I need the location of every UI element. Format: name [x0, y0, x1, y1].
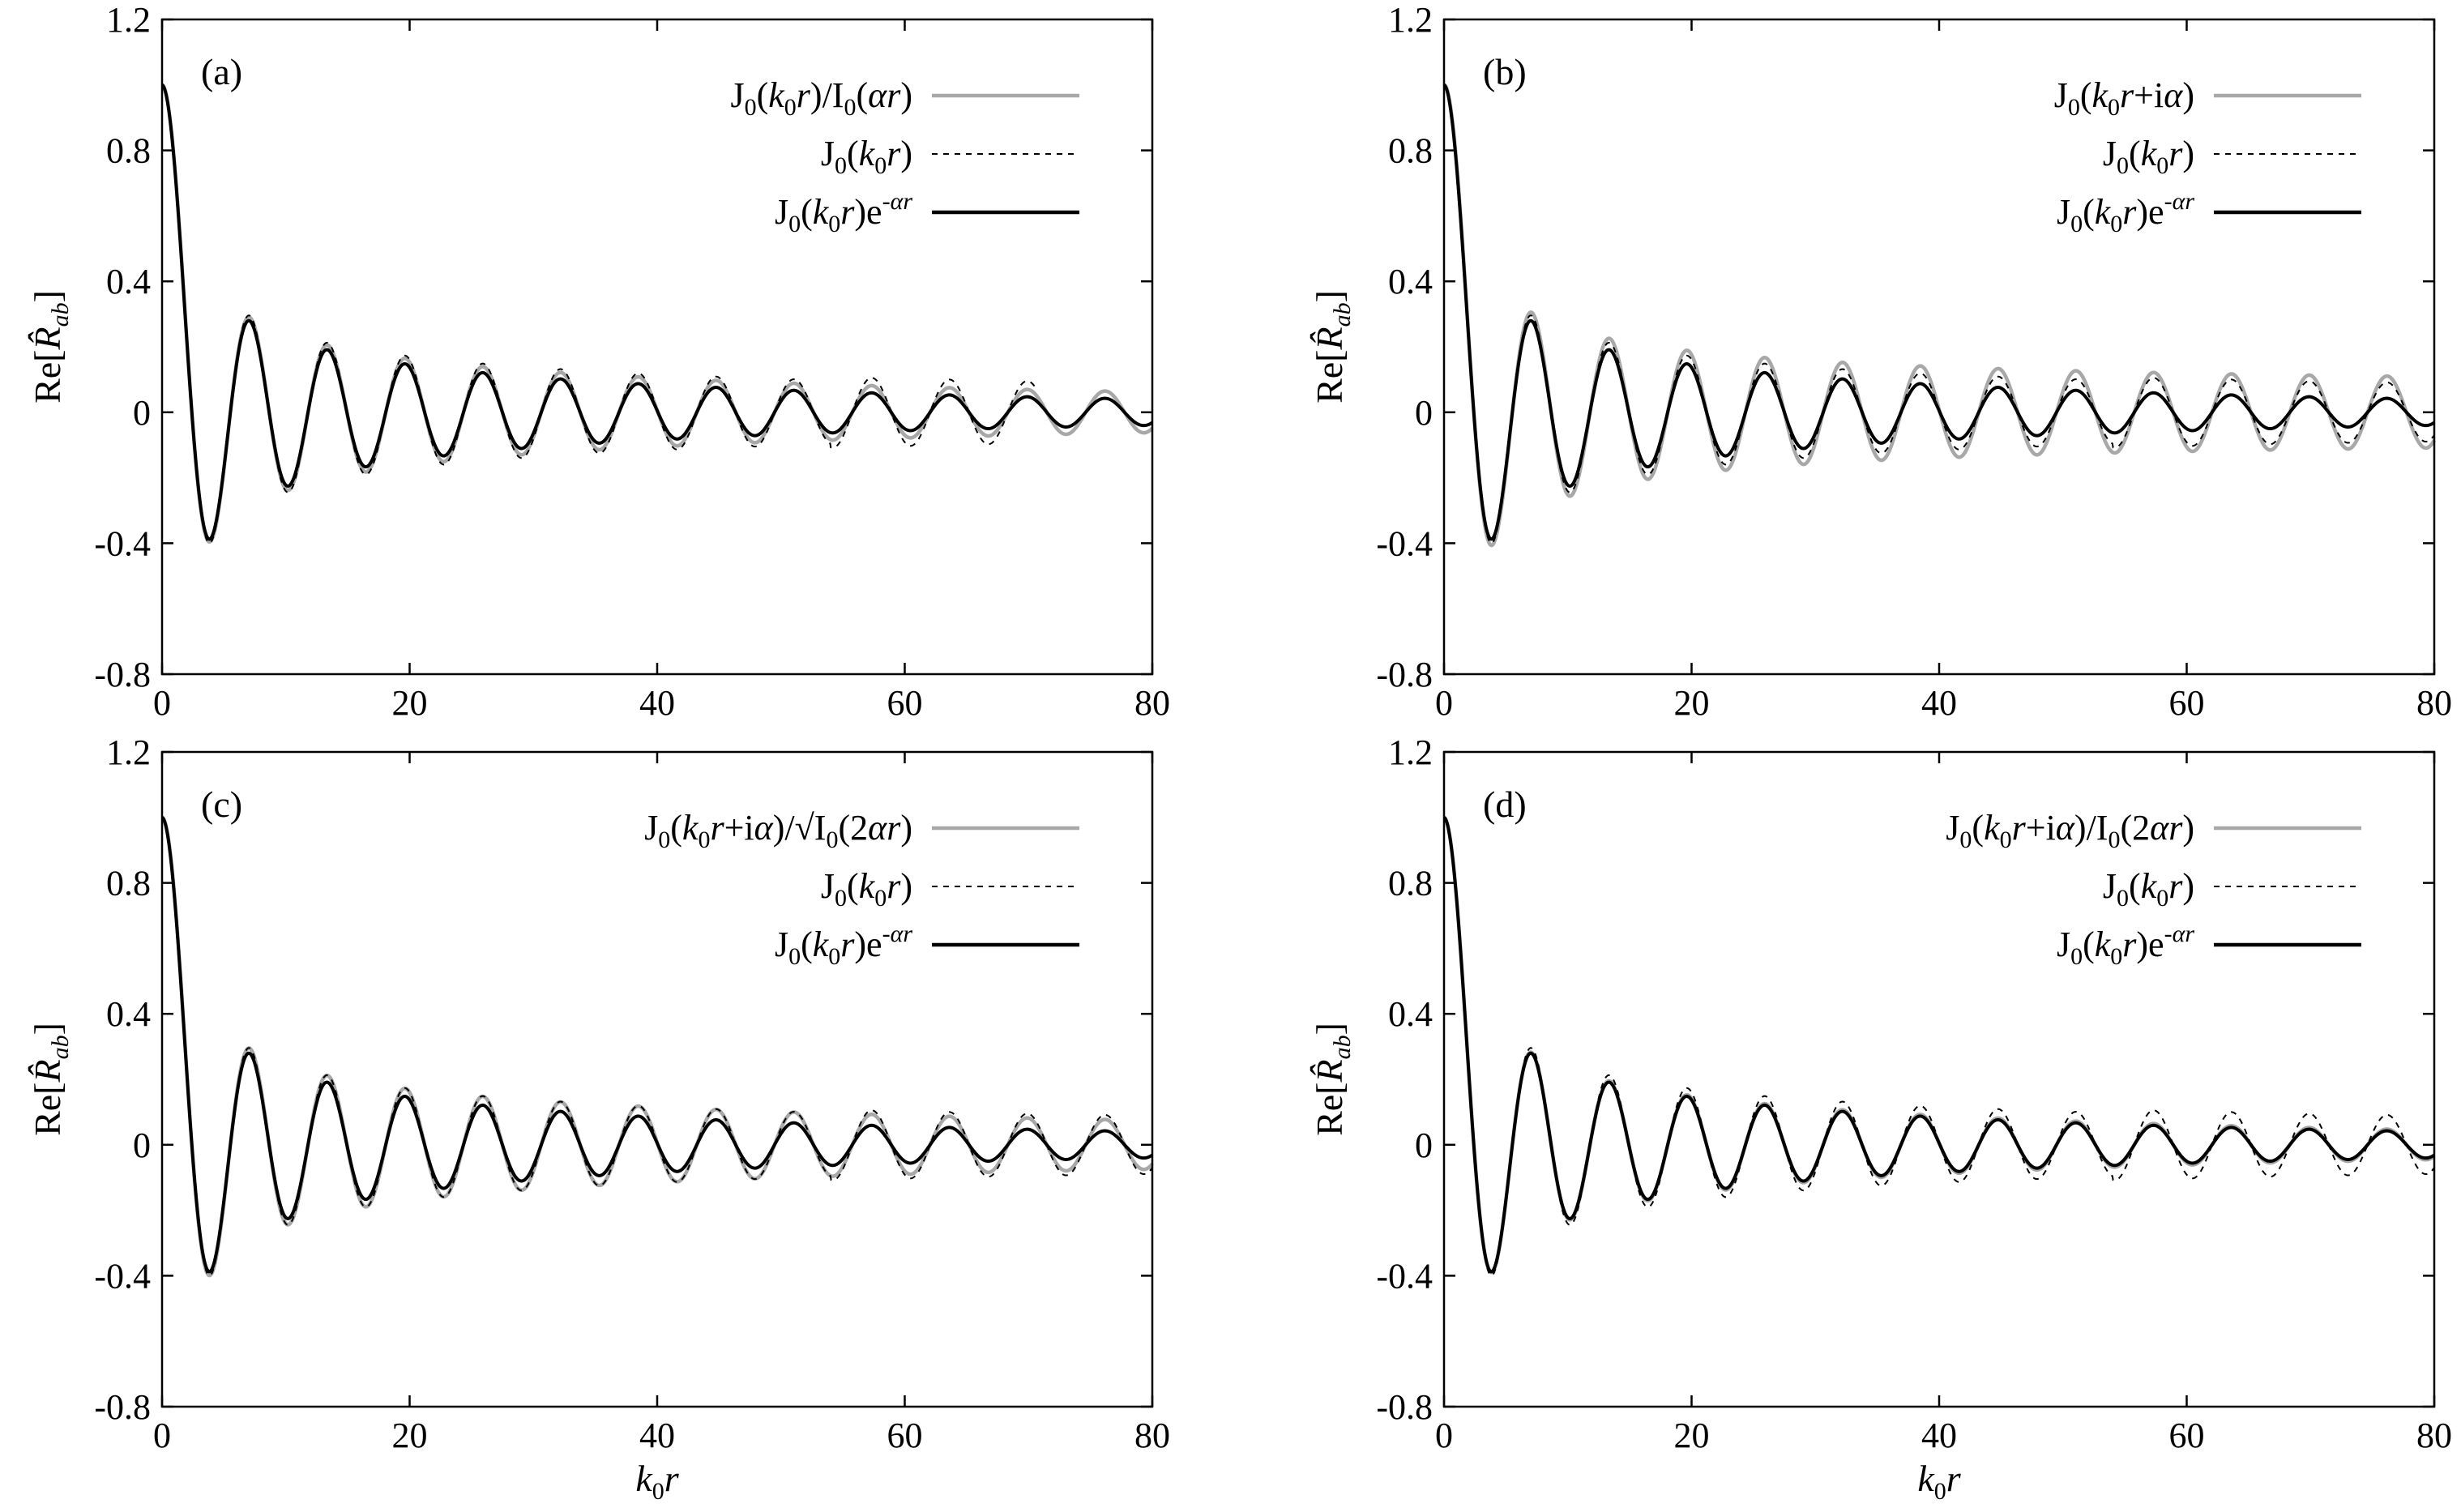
legend-label: J0(k0r)e-αr	[2057, 920, 2194, 970]
series-line-2	[161, 816, 1153, 1277]
y-tick-label: 0.8	[106, 864, 151, 903]
y-tick-label: -0.4	[1376, 1256, 1433, 1296]
plot-frame	[160, 18, 1154, 676]
legend-label: J0(k0r)e-αr	[775, 188, 912, 237]
x-tick-label: 0	[1435, 683, 1453, 723]
y-tick-label: -0.8	[1376, 1387, 1433, 1427]
legend-label: J0(k0r)	[2103, 134, 2194, 179]
series-line-3	[160, 83, 1154, 541]
legend-label: J0(k0r)	[821, 134, 912, 179]
series-line-2	[1443, 83, 2435, 545]
x-tick-label: 60	[887, 683, 923, 723]
y-tick-label: 1.2	[106, 0, 151, 40]
plot-frame	[160, 750, 1154, 1408]
y-tick-label: -0.4	[94, 523, 151, 563]
x-tick-label: 20	[1674, 1416, 1710, 1455]
x-tick-label: 0	[1435, 1416, 1453, 1455]
series-line-3	[1442, 816, 2436, 1274]
x-axis-label: k0r	[1917, 1458, 1961, 1505]
y-tick-label: -0.8	[1376, 655, 1433, 694]
x-tick-label: 40	[1921, 683, 1957, 723]
panel-label: (a)	[201, 51, 242, 92]
x-tick-label: 20	[1674, 683, 1710, 723]
x-tick-label: 60	[2169, 683, 2205, 723]
y-tick-label: 0	[1415, 1125, 1433, 1165]
x-tick-label: 60	[2169, 1416, 2205, 1455]
y-tick-label: 0.4	[106, 262, 151, 301]
plot-frame	[1442, 750, 2436, 1408]
x-axis-label: k0r	[635, 1458, 679, 1505]
panel-label: (b)	[1483, 51, 1527, 92]
panel-b: 0 20 40 60 80 -0.8 -0.4 0 0.4 0.8 1.2 Re[R̂ab] (b) J0…	[1309, 0, 2452, 723]
legend-label: J0(k0r)	[2103, 866, 2194, 912]
y-tick-label: 1.2	[1388, 0, 1433, 40]
panel-label: (d)	[1483, 784, 1527, 825]
legend-label: J0(k0r)/I0(αr)	[730, 75, 912, 121]
y-tick-label: 0.8	[1388, 864, 1433, 903]
panel-label: (c)	[201, 784, 242, 825]
x-tick-label: 40	[639, 1416, 675, 1455]
y-axis-label: Re[R̂ab]	[27, 1023, 74, 1136]
x-tick-label: 60	[887, 1416, 923, 1455]
legend-label: J0(k0r)e-αr	[775, 920, 912, 970]
y-tick-label: 0	[133, 393, 151, 433]
x-tick-label: 80	[1134, 683, 1170, 723]
series-line-3	[160, 816, 1154, 1274]
legend-label: J0(k0r+iα)	[2054, 75, 2194, 121]
legend-label: J0(k0r)e-αr	[2057, 188, 2194, 237]
series-line-2	[1443, 816, 2435, 1277]
y-tick-label: 1.2	[1388, 733, 1433, 772]
y-tick-label: 0.4	[106, 994, 151, 1034]
y-tick-label: 0.8	[1388, 131, 1433, 171]
panel-a: 0 20 40 60 80 -0.8 -0.4 0 0.4 0.8 1.2 Re[R̂ab] (a) J0…	[27, 0, 1170, 723]
legend-label: J0(k0r)	[821, 866, 912, 912]
x-tick-label: 40	[639, 683, 675, 723]
x-tick-label: 40	[1921, 1416, 1957, 1455]
x-tick-label: 20	[392, 683, 428, 723]
legend-label: J0(k0r+iα)/I0(2αr)	[1946, 808, 2194, 853]
y-axis-label: Re[R̂ab]	[27, 290, 74, 404]
x-tick-label: 80	[2416, 1416, 2452, 1455]
x-tick-label: 80	[1134, 1416, 1170, 1455]
x-tick-label: 20	[392, 1416, 428, 1455]
y-tick-label: -0.4	[94, 1256, 151, 1296]
panel-d: 0 20 40 60 80 -0.8 -0.4 0 0.4 0.8 1.2 Re[R̂ab] k0r (d…	[1309, 733, 2452, 1505]
x-tick-label: 0	[153, 1416, 171, 1455]
x-tick-label: 80	[2416, 683, 2452, 723]
y-axis-label: Re[R̂ab]	[1309, 1023, 1356, 1136]
y-tick-label: 0.8	[106, 131, 151, 171]
y-tick-label: -0.8	[94, 1387, 151, 1427]
x-tick-label: 0	[153, 683, 171, 723]
y-tick-label: 0.4	[1388, 994, 1433, 1034]
legend-label: J0(k0r+iα)/√I0(2αr)	[644, 808, 912, 853]
y-tick-label: -0.4	[1376, 523, 1433, 563]
y-tick-label: 0.4	[1388, 262, 1433, 301]
y-tick-label: 0	[1415, 393, 1433, 433]
panel-c: 0 20 40 60 80 -0.8 -0.4 0 0.4 0.8 1.2 Re[R̂ab] k0r (c…	[27, 733, 1170, 1505]
plot-frame	[1442, 18, 2436, 676]
y-tick-label: 0	[133, 1125, 151, 1165]
y-axis-label: Re[R̂ab]	[1309, 290, 1356, 404]
y-tick-label: -0.8	[94, 655, 151, 694]
y-tick-label: 1.2	[106, 733, 151, 772]
series-line-3	[1442, 83, 2436, 541]
